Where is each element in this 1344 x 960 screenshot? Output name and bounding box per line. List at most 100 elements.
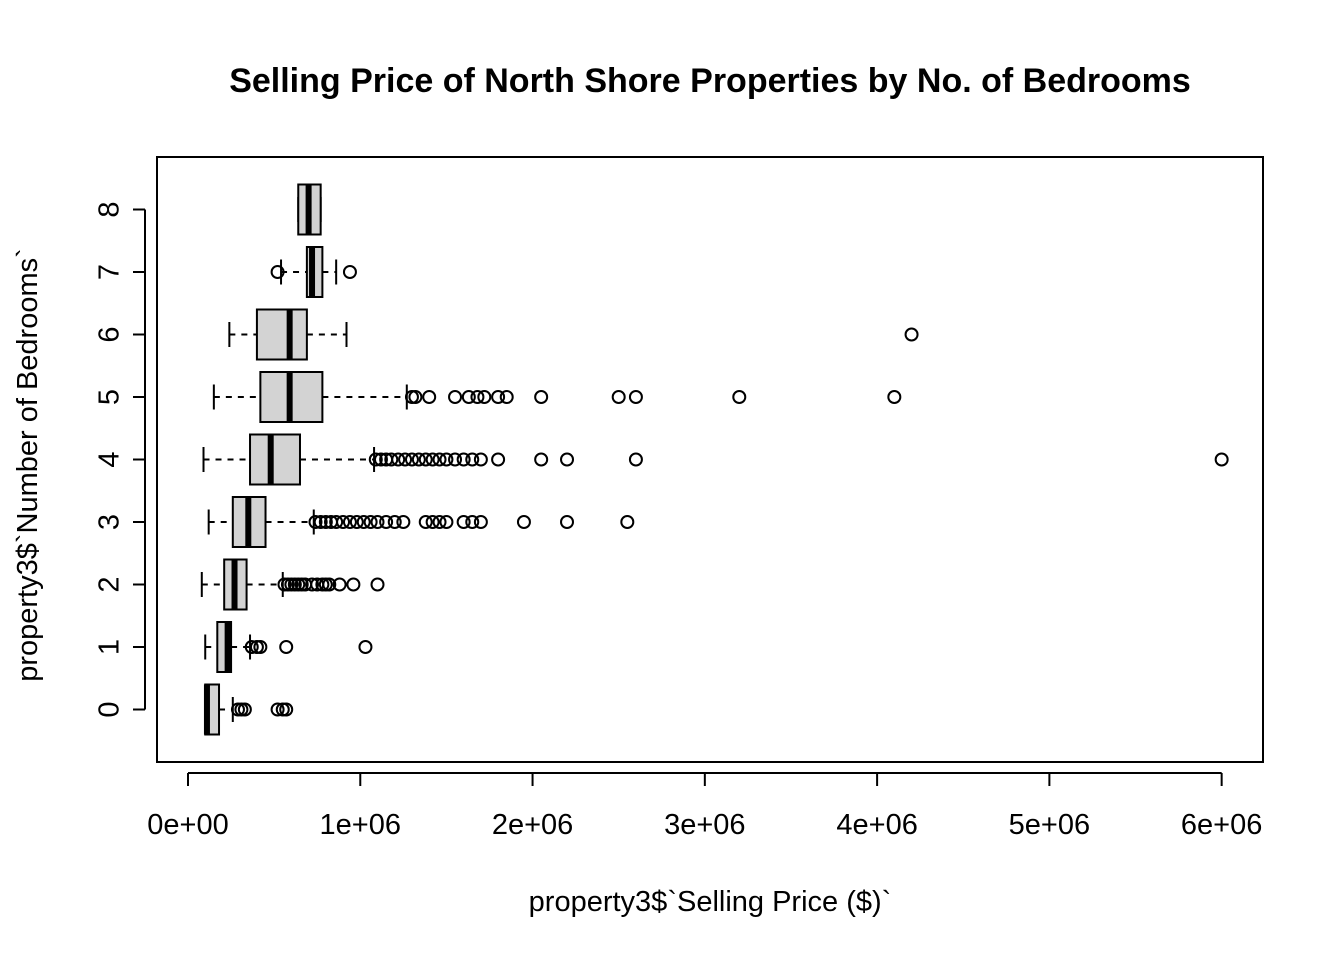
box-group-6: [228, 308, 919, 361]
outlier-point: [418, 452, 433, 467]
outlier-point: [732, 390, 747, 404]
outlier-point: [358, 640, 373, 654]
chart-title: Selling Price of North Shore Properties …: [229, 62, 1191, 100]
outlier-point: [349, 515, 364, 529]
outlier-point: [560, 515, 575, 529]
x-tick-label: 5e+06: [1009, 809, 1090, 841]
x-tick-label: 3e+06: [664, 809, 745, 841]
outlier-point: [448, 390, 463, 404]
plot-frame: [156, 156, 1264, 763]
outlier-point: [439, 452, 454, 467]
outlier-point: [611, 390, 626, 404]
outlier-point: [491, 390, 506, 404]
outlier-point: [425, 452, 440, 467]
box-iqr: [249, 433, 301, 486]
y-tick-label: 2: [94, 576, 126, 592]
outlier-point: [904, 327, 919, 342]
outlier-point: [398, 452, 413, 467]
x-axis-label: property3$`Selling Price ($)`: [529, 886, 892, 918]
outlier-point: [387, 515, 402, 529]
x-tick-label: 2e+06: [492, 809, 573, 841]
outlier-point: [279, 702, 294, 717]
box-group-8: [297, 183, 322, 236]
outlier-point: [373, 452, 388, 467]
outlier-point: [308, 515, 323, 529]
outlier-point: [356, 515, 371, 529]
y-tick-label: 4: [94, 451, 126, 467]
outlier-point: [244, 640, 259, 654]
outlier-point: [237, 702, 252, 717]
y-axis-label: property3$`Number of Bedrooms`: [12, 248, 44, 682]
outlier-point: [332, 577, 347, 592]
y-tick-label: 8: [94, 201, 126, 217]
outlier-point: [418, 515, 433, 529]
outlier-point: [470, 390, 485, 404]
outlier-point: [425, 515, 440, 529]
y-tick-label: 5: [94, 389, 126, 405]
outlier-point: [465, 515, 480, 529]
outlier-point: [439, 515, 454, 529]
outlier-point: [318, 515, 333, 529]
outlier-point: [270, 265, 285, 279]
outlier-point: [384, 452, 399, 467]
box-groups: [200, 183, 1229, 736]
outlier-point: [336, 515, 351, 529]
outlier-point: [279, 640, 294, 654]
outlier-point: [329, 515, 344, 529]
box-iqr: [255, 308, 308, 361]
outlier-point: [368, 452, 383, 467]
x-tick-label: 4e+06: [836, 809, 917, 841]
outlier-point: [411, 452, 426, 467]
outlier-point: [379, 515, 394, 529]
y-tick-label: 7: [94, 264, 126, 280]
box-group-7: [270, 246, 357, 298]
y-tick-label: 3: [94, 514, 126, 530]
outlier-point: [391, 452, 406, 467]
outlier-point: [408, 390, 423, 404]
outlier-point: [477, 390, 492, 404]
outlier-point: [628, 452, 643, 467]
outlier-point: [396, 515, 411, 529]
outlier-point: [620, 515, 635, 529]
outlier-point: [628, 390, 643, 404]
x-tick-label: 1e+06: [320, 809, 401, 841]
outlier-point: [370, 515, 385, 529]
outlier-point: [1214, 452, 1229, 467]
outlier-point: [465, 452, 480, 467]
outlier-point: [887, 390, 902, 404]
box-group-3: [207, 496, 635, 548]
outlier-point: [322, 577, 337, 592]
x-tick-label: 0e+00: [147, 809, 228, 841]
outlier-point: [342, 265, 357, 279]
y-axis: 0 1 2 3 4 5 6 7 8: [94, 201, 146, 718]
outlier-point: [432, 515, 447, 529]
x-axis: 0e+00 1e+06 2e+06 3e+06 4e+06 5e+06 6e+06: [147, 772, 1262, 841]
box-group-2: [200, 558, 385, 611]
box-group-4: [202, 433, 1229, 486]
y-tick-label: 6: [94, 326, 126, 342]
y-tick-label: 1: [94, 639, 126, 655]
outlier-point: [534, 452, 549, 467]
outlier-point: [448, 452, 463, 467]
outlier-point: [473, 515, 488, 529]
outlier-point: [346, 577, 361, 592]
outlier-point: [422, 390, 437, 404]
outlier-point: [534, 390, 549, 404]
outlier-point: [456, 452, 471, 467]
outlier-point: [363, 515, 378, 529]
outlier-point: [516, 515, 531, 529]
outlier-point: [305, 577, 320, 592]
outlier-point: [313, 515, 328, 529]
outlier-point: [560, 452, 575, 467]
box-group-0: [203, 683, 294, 736]
outlier-point: [499, 390, 514, 404]
outlier-point: [432, 452, 447, 467]
outlier-point: [456, 515, 471, 529]
outlier-point: [270, 702, 285, 717]
box-group-1: [204, 621, 373, 673]
outlier-point: [491, 452, 506, 467]
outlier-point: [461, 390, 476, 404]
box-group-5: [212, 371, 902, 423]
